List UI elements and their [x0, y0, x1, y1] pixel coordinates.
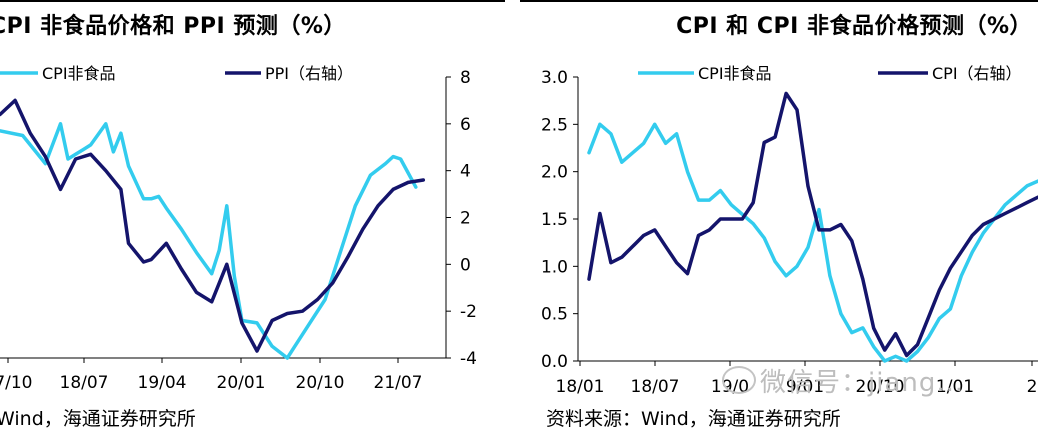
y-tick-label: 3.0	[541, 68, 568, 88]
y-tick-label: 8	[460, 68, 471, 88]
series-line	[587, 91, 1038, 358]
x-tick-label: 18/07	[631, 377, 680, 397]
x-tick-label: 20/10	[296, 373, 345, 393]
wechat-logo-icon	[722, 366, 756, 394]
chart-panel-right: CPI 和 CPI 非食品价格预测（%） 3.0 2.5 2.0 1.5 1.0 0.5 0…	[520, 0, 1038, 440]
top-rule	[0, 0, 505, 2]
x-tick-label: 17/10	[0, 373, 33, 393]
y-tick-label: 1.0	[541, 257, 568, 277]
x-tick-label: 21/07	[374, 373, 423, 393]
x-tick-label: 2	[1027, 377, 1038, 397]
series-line	[587, 122, 1038, 363]
y-tick-label: 2.5	[541, 115, 568, 135]
x-tick-label: 18/07	[60, 373, 109, 393]
y-tick-label: 0.5	[541, 305, 568, 325]
legend-label: PPI（右轴）	[265, 64, 353, 83]
chart-panel-left: CPI 非食品价格和 PPI 预测（%） 8 6 4 2 0 -2 -4 17/10 18/07…	[0, 0, 505, 440]
chart-title: CPI 和 CPI 非食品价格预测（%）	[676, 14, 1032, 39]
x-tick-label: 18/01	[556, 377, 605, 397]
chart-title: CPI 非食品价格和 PPI 预测（%）	[0, 14, 346, 39]
y-tick-label: 2.0	[541, 163, 568, 183]
y-tick-label: 4	[460, 162, 471, 182]
source-note: Wind，海通证券研究所	[0, 408, 196, 430]
x-tick-label: 1/01	[936, 377, 974, 397]
x-tick-label: 9/01	[786, 377, 824, 397]
y-tick-label: -2	[460, 302, 477, 322]
y-tick-label: 6	[460, 115, 471, 135]
y-tick-label: -4	[460, 349, 477, 369]
line-chart-right: 3.02.52.01.51.00.50.018/01 18/07 19/0 9/01 2…	[541, 64, 1038, 397]
x-tick-label: 20/10	[856, 377, 905, 397]
x-tick-label: 20/01	[217, 373, 266, 393]
series-line	[0, 122, 418, 360]
watermark-text: 微信号：jiang...	[760, 368, 965, 398]
legend-label: CPI（右轴）	[932, 64, 1022, 83]
legend-label: CPI非食品	[42, 64, 116, 83]
y-tick-label: 2	[460, 209, 471, 229]
y-tick-label: 0.0	[541, 352, 568, 372]
x-tick-label: 19/04	[138, 373, 187, 393]
series-line	[0, 98, 426, 353]
y-tick-label: 1.5	[541, 210, 568, 230]
top-rule	[520, 0, 1038, 2]
line-chart-left: 8 6 4 2 0 -2 -4 17/10 18/07 19/04 20/01 20/10 21/07 C…	[0, 64, 477, 393]
source-note: 资料来源：Wind，海通证券研究所	[546, 408, 841, 430]
legend-label: CPI非食品	[698, 64, 772, 83]
y-tick-label: 0	[460, 255, 471, 275]
